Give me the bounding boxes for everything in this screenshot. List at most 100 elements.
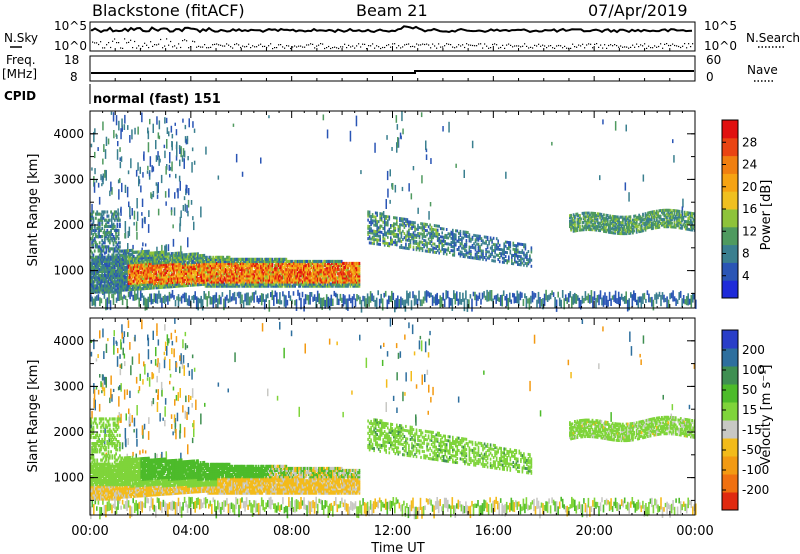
range-cell	[150, 192, 152, 199]
range-cell	[148, 257, 150, 262]
range-cell	[404, 299, 407, 312]
range-cell	[153, 271, 155, 276]
range-cell	[101, 218, 104, 222]
range-cell	[141, 280, 144, 285]
range-cell	[170, 280, 173, 285]
range-cell	[465, 239, 468, 242]
range-cell	[211, 297, 213, 305]
range-cell	[166, 281, 169, 285]
nsearch-point	[176, 47, 178, 49]
range-cell	[353, 266, 356, 270]
nsearch-point	[550, 45, 552, 47]
nsearch-point	[326, 47, 328, 49]
range-cell	[183, 273, 186, 277]
range-cell	[240, 280, 242, 284]
range-cell	[208, 266, 211, 270]
nsearch-point	[350, 46, 352, 48]
range-cell	[308, 270, 310, 274]
range-cell	[144, 274, 146, 278]
range-cell	[145, 276, 148, 280]
range-cell	[430, 248, 433, 252]
range-cell	[246, 282, 249, 286]
range-cell	[383, 292, 385, 298]
range-cell	[190, 256, 193, 260]
range-cell	[452, 228, 454, 232]
range-cell	[217, 270, 220, 274]
range-cell	[129, 265, 131, 269]
range-cell	[91, 167, 93, 171]
range-cell	[204, 272, 207, 276]
range-cell	[207, 259, 209, 264]
nsearch-point	[518, 45, 520, 47]
range-cell	[444, 250, 446, 254]
range-cell	[255, 284, 257, 288]
range-cell	[112, 255, 115, 259]
range-cell	[471, 298, 473, 312]
range-cell	[175, 257, 178, 262]
range-cell	[187, 271, 189, 275]
range-cell	[376, 238, 378, 242]
range-cell	[144, 264, 146, 268]
range-cell	[221, 270, 223, 274]
range-cell	[119, 157, 121, 161]
range-cell	[164, 279, 167, 283]
range-cell	[385, 223, 387, 227]
range-cell	[120, 280, 123, 284]
range-cell	[652, 299, 655, 311]
range-cell	[166, 285, 169, 289]
range-cell	[495, 245, 498, 249]
range-cell	[166, 283, 169, 287]
range-cell	[169, 258, 172, 262]
range-cell	[92, 253, 95, 257]
range-cell	[119, 265, 121, 269]
range-cell	[441, 247, 443, 251]
range-cell	[101, 263, 104, 267]
range-cell	[100, 276, 102, 280]
nsearch-point	[492, 43, 494, 46]
nsearch-point	[400, 47, 402, 49]
range-cell	[311, 276, 314, 280]
range-cell	[240, 282, 242, 286]
range-cell	[232, 261, 235, 266]
range-cell	[282, 259, 285, 264]
range-cell	[145, 274, 148, 278]
range-cell	[330, 276, 333, 280]
range-cell	[257, 272, 260, 276]
range-cell	[120, 264, 123, 268]
range-cell	[226, 259, 228, 264]
range-cell	[313, 284, 315, 288]
range-cell	[250, 264, 252, 268]
range-cell	[350, 266, 353, 270]
range-cell	[306, 276, 309, 280]
range-cell	[279, 268, 281, 272]
range-cell	[497, 247, 499, 251]
range-cell	[95, 245, 97, 249]
range-cell	[209, 266, 212, 270]
range-cell	[116, 284, 119, 288]
range-cell	[107, 235, 110, 239]
range-cell	[258, 261, 261, 266]
range-cell	[218, 272, 221, 276]
nsearch-point	[180, 46, 182, 49]
range-cell	[325, 272, 328, 276]
range-cell	[368, 220, 371, 224]
range-cell	[96, 263, 99, 267]
range-cell	[371, 219, 374, 223]
range-cell	[100, 257, 102, 261]
range-cell	[330, 272, 333, 276]
range-cell	[234, 272, 237, 276]
range-cell	[227, 282, 230, 286]
range-cell	[418, 244, 421, 248]
range-cell	[301, 284, 304, 288]
range-cell	[400, 231, 403, 235]
range-cell	[645, 298, 647, 303]
range-cell	[119, 147, 121, 152]
range-cell	[426, 245, 428, 249]
range-cell	[334, 266, 337, 270]
range-cell	[260, 293, 263, 306]
range-cell	[338, 261, 341, 266]
range-cell	[121, 274, 124, 278]
range-cell	[238, 266, 241, 270]
range-cell	[142, 252, 145, 256]
range-cell	[229, 259, 232, 264]
